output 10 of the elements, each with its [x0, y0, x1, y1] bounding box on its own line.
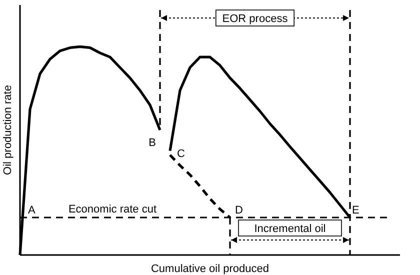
annotation: D: [235, 204, 243, 216]
annotation: A: [28, 204, 36, 216]
x-axis-title: Cumulative oil produced: [150, 263, 270, 275]
annotation: E: [352, 204, 360, 216]
annotation: B: [148, 137, 156, 149]
annotation: C: [177, 148, 185, 160]
ref-line-label: Economic rate cut: [68, 204, 157, 216]
y-axis-title: Oil production rate: [2, 85, 14, 175]
text: EOR process: [222, 13, 288, 25]
annotation: Incremental oil: [254, 223, 326, 235]
